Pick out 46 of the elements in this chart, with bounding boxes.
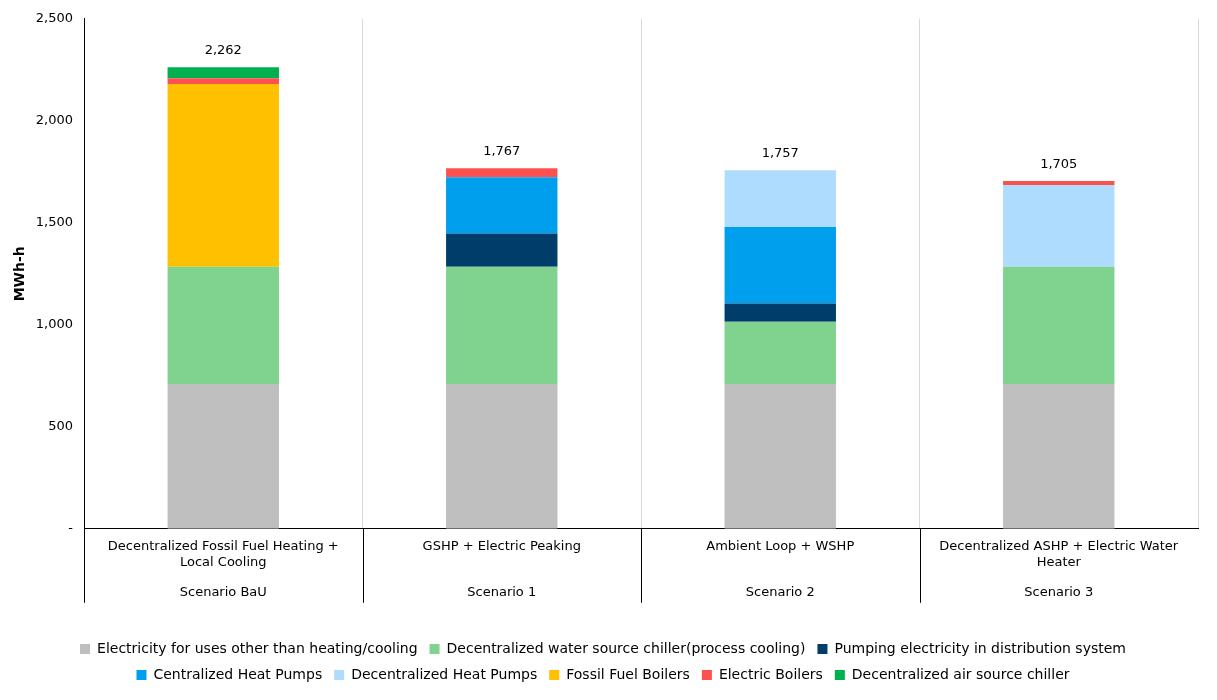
x-tick-label: GSHP + Electric Peaking	[422, 537, 581, 553]
text: Scenario 2	[745, 584, 815, 600]
text: Scenario 1	[467, 584, 537, 600]
bar	[724, 170, 836, 227]
text: Scenario 3	[1024, 584, 1094, 600]
legend-label: Centralized Heat Pumps	[153, 665, 323, 682]
bar	[724, 383, 836, 529]
y-tick-label: 500	[48, 418, 74, 434]
x-tick-label: Decentralized ASHP + Electric Water Heater	[939, 537, 1179, 569]
total-label: 1,767	[483, 143, 521, 159]
bar	[446, 168, 558, 178]
bar	[724, 321, 836, 384]
total-label: 1,705	[1040, 155, 1078, 171]
bar	[1003, 180, 1115, 186]
bar	[167, 67, 279, 79]
legend-label: Pumping electricity in distribution system	[834, 639, 1126, 656]
bar	[446, 266, 558, 384]
bar	[446, 233, 558, 267]
bar	[446, 383, 558, 529]
legend-label: Electricity for uses other than heating/cooling	[97, 639, 418, 656]
bar	[167, 78, 279, 85]
y-tick-label: 1,000	[35, 316, 74, 332]
bar	[446, 177, 558, 234]
y-tick-label: 1,500	[35, 214, 74, 230]
y-tick-label: 2,500	[35, 10, 74, 26]
total-label: 2,262	[204, 42, 242, 58]
bar	[1003, 266, 1115, 384]
legend-label: Electric Boilers	[718, 665, 823, 682]
y-tick-label: 2,000	[35, 112, 74, 128]
x-tick-label: Ambient Loop + WSHP	[706, 537, 855, 553]
bar	[167, 266, 279, 384]
legend-label: Decentralized Heat Pumps	[351, 665, 538, 682]
bar	[724, 303, 836, 322]
legend-label: Fossil Fuel Boilers	[566, 665, 690, 682]
x-tick-label: Decentralized Fossil Fuel Heating + Local Cooling	[107, 537, 339, 569]
legend-label: Decentralized water source chiller(process cooling)	[446, 639, 806, 656]
bar	[1003, 383, 1115, 529]
total-label: 1,757	[761, 145, 799, 161]
text: Scenario BaU	[179, 584, 267, 600]
bar	[167, 84, 279, 267]
bar	[167, 383, 279, 529]
bar	[724, 226, 836, 304]
bar	[1003, 185, 1115, 267]
y-axis-title: MWh-h	[11, 246, 28, 302]
legend-label: Decentralized air source chiller	[851, 665, 1070, 682]
y-tick-label: -	[68, 520, 74, 536]
